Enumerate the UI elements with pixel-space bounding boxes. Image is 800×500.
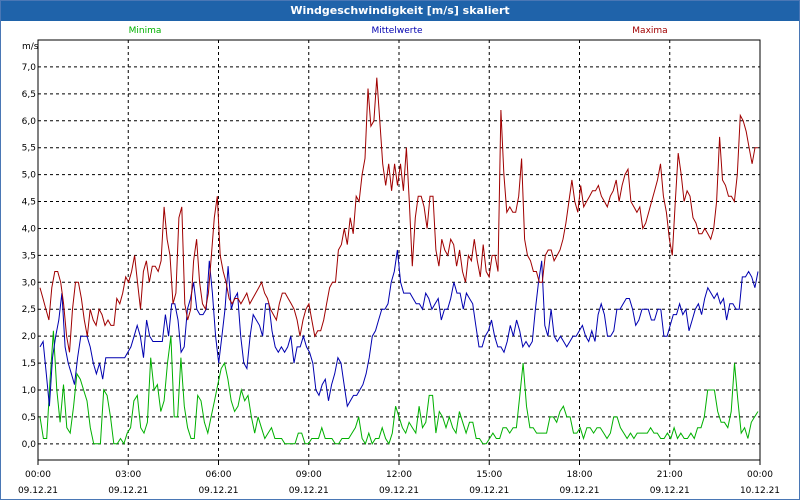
y-tick-label: 6,5: [22, 90, 36, 100]
y-tick-label: 2,5: [22, 305, 36, 315]
x-tick-time: 00:00: [25, 470, 51, 480]
y-tick-label: 0,5: [22, 413, 36, 423]
x-tick-date: 09.12.21: [379, 486, 419, 496]
x-tick-time: 18:00: [567, 470, 593, 480]
x-tick-time: 03:00: [115, 470, 141, 480]
x-tick-time: 09:00: [296, 470, 322, 480]
chart-title: Windgeschwindigkeit [m/s] skaliert: [1, 1, 799, 21]
y-tick-label: 1,0: [22, 386, 37, 396]
legend-minima: Minima: [129, 26, 162, 36]
series-line-maxima: [39, 77, 758, 353]
y-tick-label: 4,5: [22, 198, 36, 208]
y-tick-label: 6,0: [22, 117, 37, 127]
y-tick-label: 3,0: [22, 278, 37, 288]
x-tick-date: 09.12.21: [469, 486, 509, 496]
x-tick-date: 09.12.21: [108, 486, 148, 496]
y-tick-label: 3,5: [22, 251, 36, 261]
y-tick-label: 5,0: [22, 171, 37, 181]
y-tick-label: 2,0: [22, 332, 37, 342]
y-tick-label: 1,5: [22, 359, 36, 369]
x-tick-time: 15:00: [476, 470, 502, 480]
x-tick-date: 09.12.21: [198, 486, 238, 496]
x-tick-date: 09.12.21: [559, 486, 599, 496]
x-tick-time: 21:00: [657, 470, 683, 480]
series-line-minima: [39, 330, 759, 445]
series-line-mittelwerte: [39, 249, 759, 408]
y-axis-label: m/s: [22, 42, 39, 52]
x-tick-time: 12:00: [386, 470, 412, 480]
y-tick-label: 0,0: [22, 440, 37, 450]
y-tick-label: 5,5: [22, 144, 36, 154]
legend-mittelwerte: Mittelwerte: [371, 26, 422, 36]
y-tick-label: 4,0: [22, 224, 37, 234]
y-tick-label: 7,0: [22, 63, 37, 73]
x-tick-date: 10.12.21: [740, 486, 780, 496]
legend-maxima: Maxima: [632, 26, 667, 36]
x-tick-date: 09.12.21: [289, 486, 329, 496]
x-tick-time: 06:00: [206, 470, 232, 480]
x-tick-date: 09.12.21: [18, 486, 58, 496]
x-tick-time: 00:00: [747, 470, 773, 480]
x-tick-date: 09.12.21: [650, 486, 690, 496]
